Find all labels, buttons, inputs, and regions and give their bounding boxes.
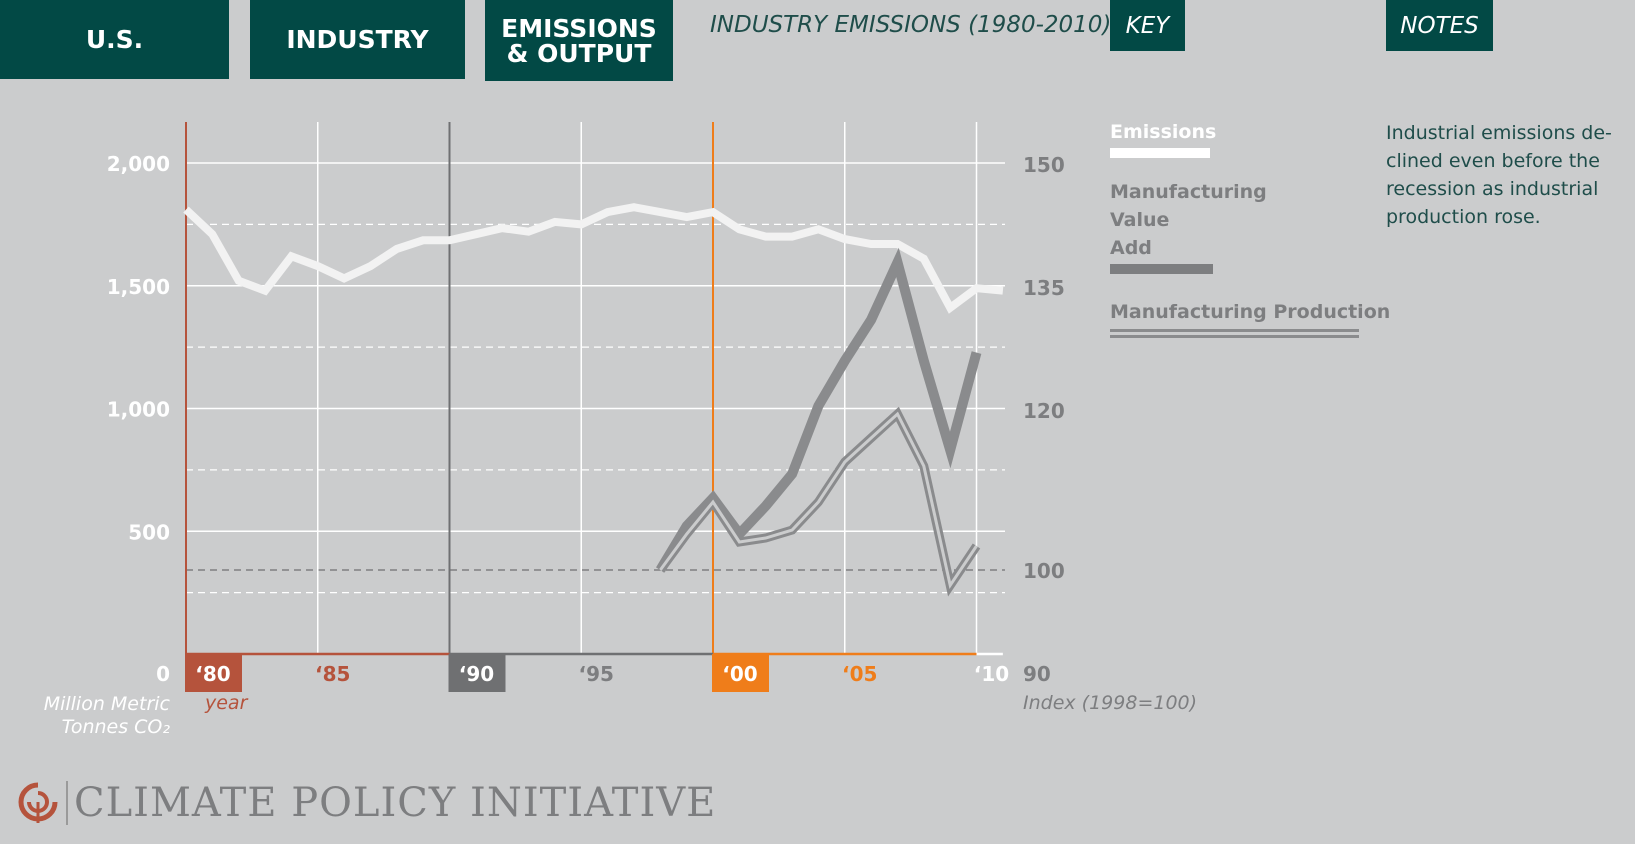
legend-swatch-emissions	[1110, 148, 1210, 158]
left-tick-label: 1,000	[107, 398, 170, 422]
x-tick-label: ‘00	[722, 662, 757, 686]
legend-swatch-production	[1110, 329, 1359, 338]
right-tick-label: 135	[1023, 276, 1065, 300]
series	[183, 203, 1004, 597]
chart-title: INDUSTRY EMISSIONS (1980-2010)	[710, 12, 1112, 38]
axes: 2,000 1,500 1,000 500 0 Million MetricTonnes …	[44, 152, 1197, 738]
x-axis-label: year	[204, 692, 249, 714]
x-tick-box-2000	[712, 654, 769, 692]
x-tick-label: ‘10	[974, 662, 1009, 686]
legend-item-emissions: Emissions	[1110, 118, 1217, 158]
tab-emissions-output[interactable]: EMISSIONS & OUTPUT	[485, 0, 673, 81]
left-axis-label: Tonnes CO₂	[62, 716, 171, 738]
tab-emissions-label-line2: & OUTPUT	[506, 38, 652, 68]
left-tick-label: 2,000	[107, 152, 170, 176]
tab-emissions-label-line1: EMISSIONS	[501, 13, 657, 43]
tab-industry[interactable]: INDUSTRY	[250, 0, 465, 79]
x-tick-label: ‘05	[842, 662, 877, 686]
legend-swatch-value-add	[1110, 264, 1213, 274]
notes-tab-label: NOTES	[1400, 12, 1479, 39]
legend-label-value-add-line2: Value Add	[1110, 209, 1170, 259]
left-tick-label: 1,500	[107, 275, 170, 299]
tab-industry-label: INDUSTRY	[286, 25, 429, 54]
right-tick-label: 120	[1023, 399, 1065, 423]
logo: CLIMATE POLICY INITIATIVE	[18, 780, 716, 826]
era-lines	[185, 122, 714, 654]
key-tab[interactable]: KEY	[1110, 0, 1185, 51]
left-tick-label: 0	[156, 662, 170, 686]
grid	[185, 122, 1005, 654]
notes-tab[interactable]: NOTES	[1386, 0, 1493, 51]
x-tick-box-1980	[185, 654, 242, 692]
x-tick-label: ‘95	[579, 662, 614, 686]
x-tick-box-1990	[448, 654, 506, 692]
chart-legend: Emissions Manufacturing Value Add Manufa…	[1110, 118, 1391, 338]
x-tick-label: ‘90	[459, 662, 494, 686]
notes-text: Industrial emissions de-clined even befo…	[1386, 122, 1612, 228]
chart: 2,000 1,500 1,000 500 0 Million MetricTonnes …	[44, 122, 1197, 738]
right-tick-label: 90	[1023, 662, 1051, 686]
x-tick-label: ‘80	[195, 662, 230, 686]
legend-item-production: Manufacturing Production	[1110, 298, 1391, 338]
tab-us[interactable]: U.S.	[0, 0, 229, 79]
logo-text: CLIMATE POLICY INITIATIVE	[74, 780, 717, 826]
legend-label-production: Manufacturing Production	[1110, 301, 1391, 323]
tab-us-label: U.S.	[85, 25, 144, 54]
left-tick-label: 500	[128, 520, 170, 544]
legend-label-emissions: Emissions	[1110, 121, 1217, 143]
left-axis-label: Million Metric	[44, 693, 171, 715]
series-manufacturing-value-add	[656, 247, 982, 573]
series-manufacturing-production-inner	[659, 411, 978, 590]
key-tab-label: KEY	[1125, 12, 1170, 39]
series-emissions	[183, 203, 1004, 314]
right-axis-label: Index (1998=100)	[1023, 692, 1197, 714]
x-tick-label: ‘85	[315, 662, 350, 686]
logo-mark-icon	[18, 782, 58, 823]
right-tick-label: 100	[1023, 559, 1065, 583]
logo-divider	[66, 781, 68, 825]
right-tick-label: 150	[1023, 153, 1065, 177]
